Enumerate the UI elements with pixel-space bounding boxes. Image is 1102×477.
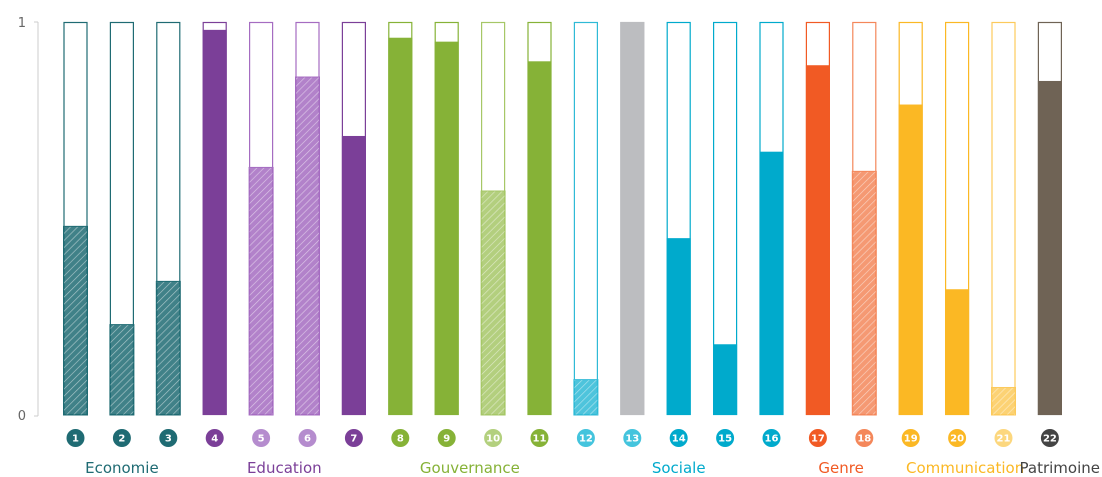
category-label-2: 2 [118,434,125,445]
category-label-19: 19 [904,434,918,445]
bar-12 [573,379,599,416]
category-label-17: 17 [811,434,825,445]
category-badge-21 [994,429,1013,447]
category-badge-19 [901,429,920,447]
bar-3 [155,280,181,416]
category-label-11: 11 [533,434,547,445]
category-badge-13 [623,429,642,447]
y-axis: 1 0 [18,16,39,424]
category-badge-7 [344,429,363,447]
category-label-12: 12 [579,434,593,445]
category-badge-16 [762,429,781,447]
category-label-9: 9 [443,434,450,445]
category-label-1: 1 [72,434,79,445]
category-label-21: 21 [997,434,1011,445]
category-badge-12 [576,429,595,447]
bars-layer [63,21,1063,416]
category-badge-18 [855,429,874,447]
category-label-6: 6 [304,434,311,445]
bar-13 [620,22,645,415]
category-badge-20 [948,429,967,447]
group-label-communication: Communication [906,459,1024,477]
category-label-13: 13 [625,434,639,445]
bar-18 [851,170,877,416]
group-label-education: Education [247,459,322,477]
bar-8 [388,37,413,415]
bar-19 [898,104,923,415]
bar-16 [759,151,784,415]
category-badge-1 [66,429,85,447]
category-badge-4 [205,429,224,447]
bar-outline-12 [573,21,599,416]
category-badge-22 [1040,429,1059,447]
category-badge-9 [437,429,456,447]
category-badge-3 [159,429,178,447]
bar-15 [713,344,738,415]
bar-10 [480,190,506,416]
bar-21 [991,386,1016,416]
group-labels-layer: Economie Education Gouvernance Sociale Genre… [85,459,1100,477]
category-label-20: 20 [950,434,964,445]
bar-11 [527,61,552,416]
bar-1 [63,225,88,416]
bar-2 [109,324,135,416]
category-label-8: 8 [397,434,404,445]
category-label-14: 14 [672,434,686,445]
category-label-16: 16 [765,434,779,445]
category-label-7: 7 [350,434,357,445]
category-badge-11 [530,429,549,447]
bar-outline-21 [991,21,1016,416]
bar-22 [1037,80,1062,415]
category-label-18: 18 [857,434,871,445]
category-label-15: 15 [718,434,732,445]
category-badge-2 [112,429,131,447]
category-label-4: 4 [211,434,218,445]
bar-6 [295,76,320,416]
category-badge-14 [669,429,688,447]
category-label-5: 5 [258,434,265,445]
group-label-economie: Economie [85,459,159,477]
group-label-patrimoine: Patrimoine [1020,459,1100,477]
bar-5 [248,166,274,416]
category-label-10: 10 [486,434,500,445]
category-badge-17 [808,429,827,447]
category-label-22: 22 [1043,434,1057,445]
bar-4 [202,29,227,416]
category-label-3: 3 [165,434,172,445]
bar-14 [666,238,691,415]
bar-17 [805,65,830,415]
category-badge-10 [484,429,503,447]
bar-7 [341,135,366,415]
group-label-genre: Genre [818,459,863,477]
group-label-sociale: Sociale [652,459,706,477]
category-badge-5 [252,429,271,447]
group-label-gouvernance: Gouvernance [420,459,520,477]
badges-layer: 1 2 3 4 5 6 7 8 9 10 11 12 13 14 15 16 17 18 19 20 21 22 [66,429,1059,447]
category-badge-6 [298,429,317,447]
y-tick-label-bottom: 0 [18,409,26,424]
bar-20 [945,289,970,415]
category-badge-8 [391,429,410,447]
category-badge-15 [716,429,735,447]
y-tick-label-top: 1 [18,16,26,31]
bar-9 [434,41,459,416]
